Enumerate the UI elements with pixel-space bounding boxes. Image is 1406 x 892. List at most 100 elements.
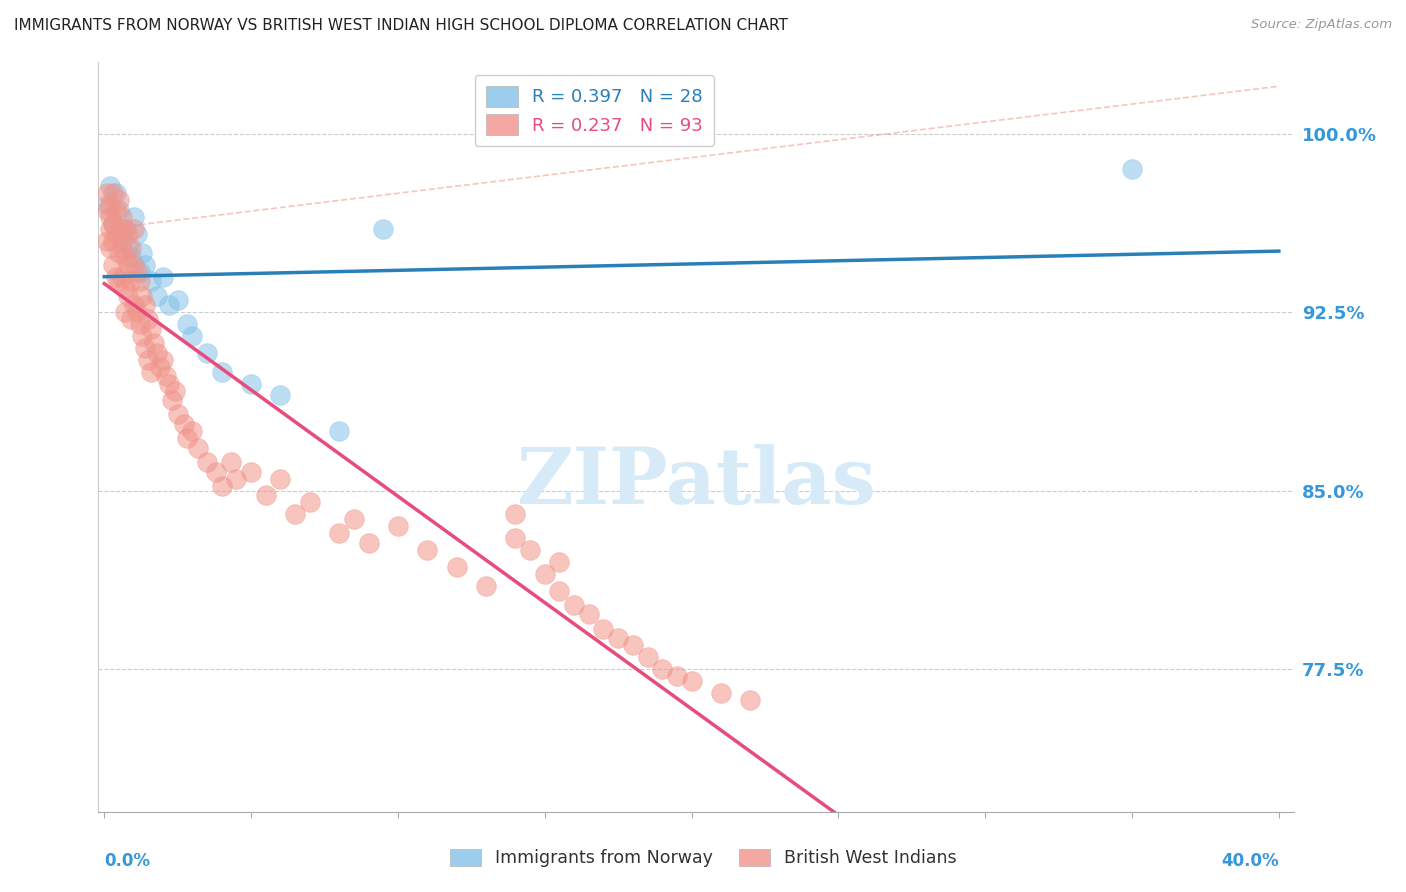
Point: [125, 265, 148, 279]
Point: [122, 298, 145, 312]
Point: [740, 693, 762, 707]
Point: [578, 607, 600, 622]
Point: [131, 329, 153, 343]
Point: [131, 245, 153, 260]
Point: [120, 312, 142, 326]
Point: [187, 441, 209, 455]
Point: [101, 258, 124, 272]
Point: [114, 222, 136, 236]
Text: Source: ZipAtlas.com: Source: ZipAtlas.com: [1251, 18, 1392, 31]
Point: [128, 317, 150, 331]
Point: [117, 241, 139, 255]
Point: [387, 519, 409, 533]
Point: [101, 217, 124, 231]
Point: [176, 431, 198, 445]
Point: [117, 258, 139, 272]
Text: 40.0%: 40.0%: [1222, 852, 1279, 871]
Point: [152, 269, 174, 284]
Point: [152, 352, 174, 367]
Point: [240, 465, 263, 479]
Point: [141, 274, 163, 288]
Point: [205, 465, 228, 479]
Point: [505, 531, 527, 545]
Point: [160, 393, 183, 408]
Point: [134, 298, 156, 312]
Point: [181, 424, 204, 438]
Point: [607, 631, 630, 645]
Point: [108, 245, 131, 260]
Point: [117, 288, 139, 302]
Legend: Immigrants from Norway, British West Indians: Immigrants from Norway, British West Ind…: [443, 842, 963, 874]
Point: [163, 384, 186, 398]
Point: [1121, 162, 1143, 177]
Point: [105, 186, 128, 201]
Point: [114, 222, 136, 236]
Point: [681, 673, 703, 688]
Point: [269, 472, 291, 486]
Point: [195, 345, 218, 359]
Point: [96, 234, 118, 248]
Point: [173, 417, 195, 431]
Point: [120, 241, 142, 255]
Point: [146, 345, 169, 359]
Point: [111, 210, 134, 224]
Point: [96, 202, 118, 217]
Point: [157, 376, 180, 391]
Point: [125, 227, 148, 241]
Point: [117, 227, 139, 241]
Point: [240, 376, 263, 391]
Point: [134, 258, 156, 272]
Text: IMMIGRANTS FROM NORWAY VS BRITISH WEST INDIAN HIGH SCHOOL DIPLOMA CORRELATION CH: IMMIGRANTS FROM NORWAY VS BRITISH WEST I…: [14, 18, 787, 33]
Point: [166, 293, 188, 308]
Point: [141, 322, 163, 336]
Point: [134, 341, 156, 355]
Point: [114, 251, 136, 265]
Point: [101, 186, 124, 201]
Point: [138, 352, 160, 367]
Point: [98, 241, 121, 255]
Point: [98, 198, 121, 212]
Point: [122, 258, 145, 272]
Point: [98, 179, 121, 194]
Point: [125, 305, 148, 319]
Point: [149, 359, 172, 374]
Point: [98, 222, 121, 236]
Point: [108, 202, 131, 217]
Point: [105, 202, 128, 217]
Point: [343, 512, 366, 526]
Legend: R = 0.397   N = 28, R = 0.237   N = 93: R = 0.397 N = 28, R = 0.237 N = 93: [475, 75, 714, 145]
Point: [254, 488, 277, 502]
Point: [592, 622, 614, 636]
Point: [114, 305, 136, 319]
Point: [298, 495, 321, 509]
Point: [101, 234, 124, 248]
Text: ZIPatlas: ZIPatlas: [516, 444, 876, 520]
Point: [166, 408, 188, 422]
Point: [665, 669, 688, 683]
Point: [416, 543, 439, 558]
Point: [548, 583, 571, 598]
Point: [357, 536, 380, 550]
Point: [195, 455, 218, 469]
Point: [111, 269, 134, 284]
Point: [446, 559, 468, 574]
Point: [475, 579, 498, 593]
Text: 0.0%: 0.0%: [104, 852, 150, 871]
Point: [138, 312, 160, 326]
Point: [96, 186, 118, 201]
Point: [651, 662, 673, 676]
Point: [105, 269, 128, 284]
Point: [120, 251, 142, 265]
Point: [157, 298, 180, 312]
Point: [122, 210, 145, 224]
Point: [108, 194, 131, 208]
Point: [143, 336, 166, 351]
Point: [505, 508, 527, 522]
Point: [120, 274, 142, 288]
Point: [211, 365, 233, 379]
Point: [219, 455, 242, 469]
Point: [96, 198, 118, 212]
Point: [181, 329, 204, 343]
Point: [111, 234, 134, 248]
Point: [373, 222, 395, 236]
